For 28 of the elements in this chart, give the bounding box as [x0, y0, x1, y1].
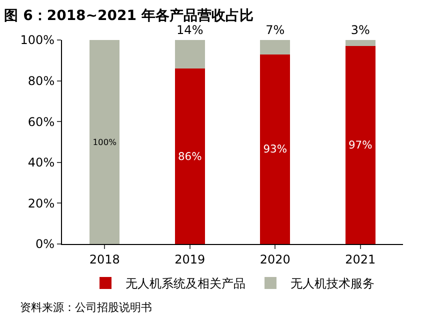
data-label: 97% [348, 138, 372, 152]
data-label: 93% [263, 142, 288, 156]
y-tick-label: 60% [28, 114, 55, 129]
y-tick-label: 0% [36, 237, 55, 252]
text: 资料来源：公司招股说明书 [20, 301, 152, 314]
y-tick-label: 100% [20, 33, 55, 48]
bar [345, 46, 376, 244]
data-label: 14% [176, 23, 204, 37]
x-tick-label: 2020 [260, 252, 290, 266]
bar [345, 40, 376, 46]
y-tick-label: 40% [28, 156, 55, 170]
data-label: 3% [350, 23, 370, 37]
data-label: 86% [178, 150, 202, 163]
y-tick-label: 20% [28, 196, 55, 210]
bar [90, 40, 120, 244]
x-tick-label: 2021 [345, 252, 376, 266]
data-label: 100% [92, 136, 117, 147]
legend-label: 无人机技术服务 [290, 276, 374, 291]
y-tick-label: 80% [28, 74, 55, 88]
x-tick-label: 2019 [174, 252, 206, 266]
legend-label: 无人机系统及相关产品 [126, 276, 246, 291]
bar [260, 54, 290, 244]
bar [174, 68, 205, 244]
bar [174, 40, 205, 69]
data-label: 7% [266, 23, 285, 37]
bar [260, 40, 290, 54]
chart-title: 图 6：2018~2021 年各产品营收占比 [4, 6, 254, 24]
x-tick-label: 2018 [89, 252, 120, 266]
